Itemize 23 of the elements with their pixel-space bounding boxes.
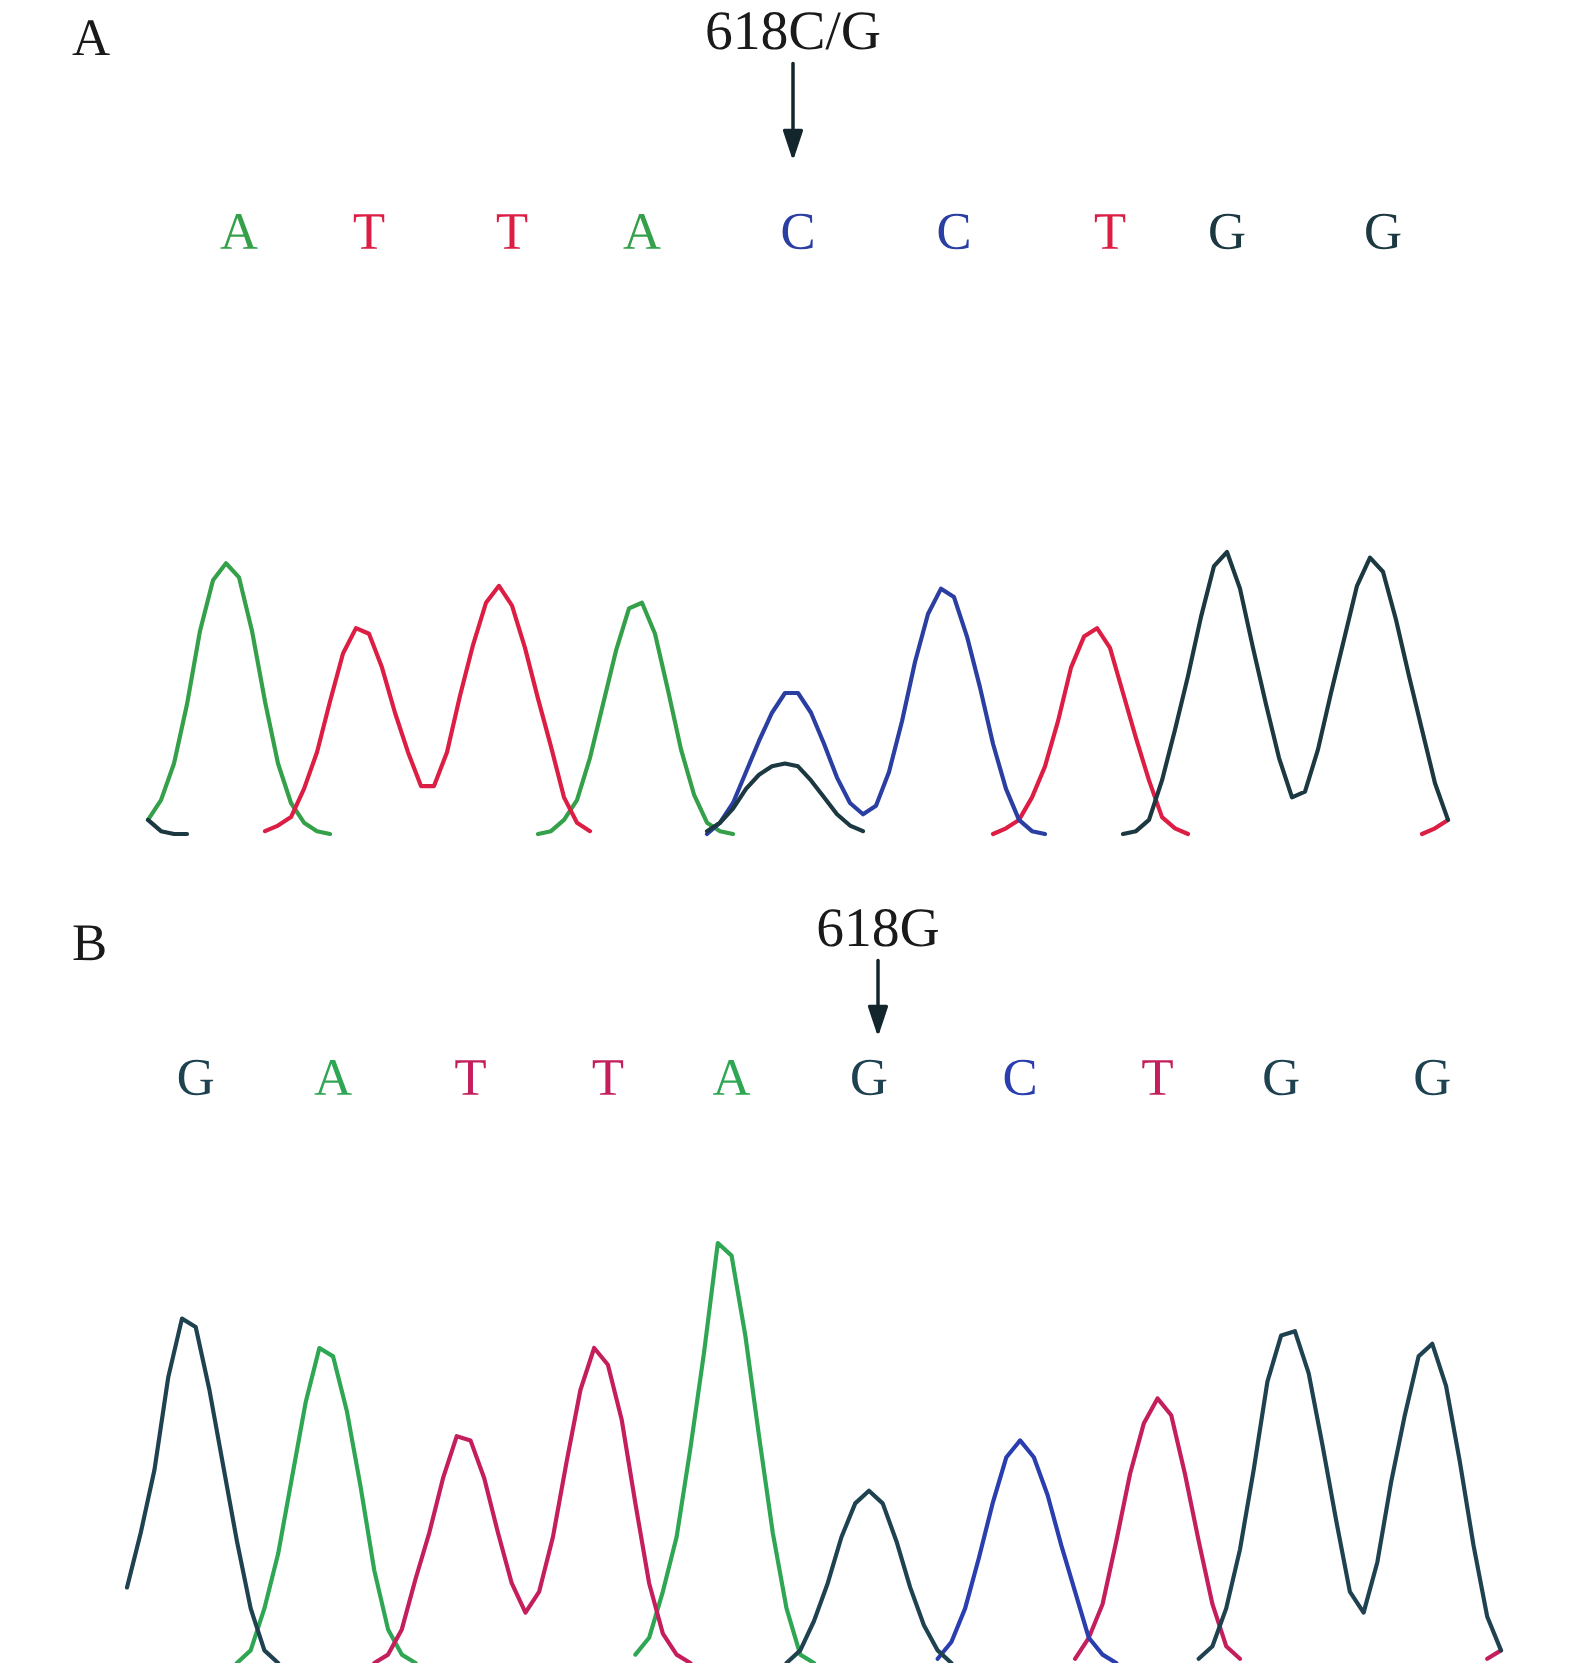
chart-title: B: [73, 925, 105, 961]
x-tick-label: C: [938, 213, 969, 250]
x-tick-label: G: [1415, 1059, 1450, 1096]
chart-title: A: [72, 20, 110, 55]
x-tick-label: G: [1366, 213, 1401, 250]
text: 618G: [818, 909, 938, 947]
x-tick-label: A: [314, 1059, 352, 1095]
x-tick-label: T: [455, 1060, 486, 1095]
x-tick-label: A: [623, 213, 661, 249]
x-tick-label: T: [592, 1060, 624, 1095]
x-tick-label: T: [1094, 214, 1126, 249]
text: 618C/G: [707, 12, 880, 50]
x-tick-label: G: [852, 1059, 887, 1096]
x-tick-label: G: [1264, 1059, 1299, 1096]
x-tick-label: C: [1004, 1059, 1035, 1096]
x-tick-label: G: [1210, 213, 1245, 250]
x-tick-label: A: [220, 213, 258, 249]
x-tick-label: G: [178, 1059, 214, 1096]
x-tick-label: T: [496, 214, 528, 249]
x-tick-label: T: [1142, 1060, 1173, 1095]
x-tick-label: A: [713, 1059, 751, 1095]
x-tick-label: T: [353, 214, 385, 249]
x-tick-label: C: [782, 213, 813, 250]
